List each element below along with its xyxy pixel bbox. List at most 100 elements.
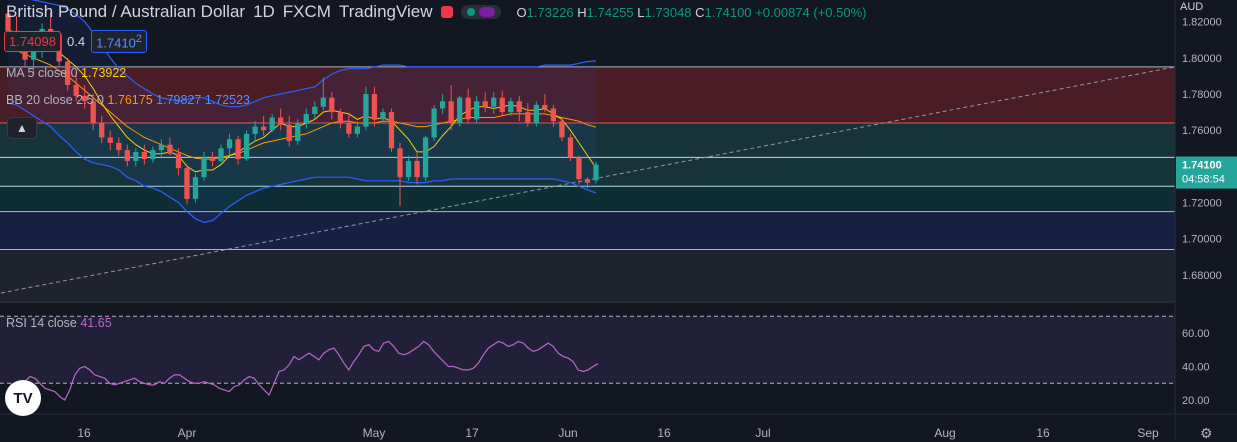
candle-body	[380, 112, 386, 120]
candle-body	[243, 133, 250, 160]
candle-body	[269, 117, 275, 131]
bollinger-area	[8, 0, 596, 223]
rsi-legend[interactable]: RSI 14 close 41.65	[6, 316, 112, 330]
candle-59	[508, 97, 514, 116]
rsi-tick-label: 20.00	[1182, 395, 1210, 407]
countdown-label: 04:58:54	[1182, 174, 1225, 186]
symbol-title[interactable]: British Pound / Australian Dollar	[6, 2, 246, 21]
candle-28	[243, 130, 250, 161]
ma-legend[interactable]: MA 5 close 0 1.73922	[6, 66, 127, 80]
rsi-tick-label: 60.00	[1182, 328, 1210, 340]
candle-body	[363, 94, 369, 127]
candle-body	[567, 137, 574, 158]
candle-body	[508, 101, 514, 113]
candle-55	[474, 95, 480, 123]
candle-body	[133, 151, 139, 161]
candle-45	[388, 108, 395, 152]
candle-body	[192, 177, 199, 199]
interval[interactable]: 1D	[253, 2, 275, 21]
moving-average	[7, 28, 597, 173]
chevron-up-icon: ▲	[16, 121, 28, 135]
zone-0	[0, 66, 1175, 123]
time-tick-label: Aug	[934, 426, 955, 440]
candle-44	[380, 108, 386, 123]
candle-body	[320, 97, 326, 107]
candle-body	[482, 101, 488, 107]
candle-body	[278, 117, 284, 125]
candle-38	[329, 92, 335, 120]
candle-64	[550, 104, 557, 127]
candle-body	[209, 157, 216, 161]
candle-20	[175, 148, 182, 176]
candle-34	[295, 119, 301, 145]
candle-14	[124, 144, 130, 167]
sell-button[interactable]: 1.74098	[4, 31, 61, 53]
candle-body	[499, 97, 505, 113]
candle-53	[457, 95, 463, 127]
candle-7	[65, 57, 71, 91]
candle-body	[150, 150, 156, 160]
candle-46	[397, 142, 403, 207]
zone-1	[0, 122, 1175, 158]
time-axis[interactable]: 16 Apr May 17 Jun 16 Jul Aug 16 Sep	[0, 413, 1237, 441]
candle-body	[218, 148, 224, 161]
candle-49	[422, 135, 429, 181]
candle-body	[584, 179, 591, 183]
time-tick-label: May	[363, 426, 386, 440]
buy-button[interactable]: 1.74102	[91, 30, 147, 54]
tradingview-logo-icon[interactable]: TV	[5, 380, 41, 416]
candle-17	[150, 146, 156, 163]
candle-32	[278, 108, 284, 131]
candle-body	[371, 94, 378, 120]
candle-body	[226, 139, 233, 149]
price-axis-background	[1175, 0, 1237, 441]
candle-58	[499, 90, 505, 116]
time-tick-label: Jun	[558, 426, 577, 440]
candle-body	[116, 142, 122, 151]
candle-68	[584, 177, 591, 189]
price-tick-label: 1.76000	[1182, 125, 1222, 137]
candle-30	[261, 115, 267, 136]
bb-legend[interactable]: BB 20 close 2.5 0 1.76175 1.79827 1.7252…	[6, 93, 250, 107]
price-tick-label: 1.72000	[1182, 198, 1222, 210]
candle-16	[141, 144, 147, 165]
candle-66	[567, 133, 574, 161]
currency-unit[interactable]: AUD	[1180, 1, 1204, 13]
candle-51	[439, 94, 446, 114]
candle-body	[184, 168, 190, 199]
candle-60	[516, 95, 522, 122]
gear-icon[interactable]: ⚙	[1200, 425, 1213, 441]
candle-body	[448, 101, 454, 123]
candle-body	[388, 112, 395, 149]
candle-body	[201, 157, 207, 178]
candle-body	[354, 126, 361, 134]
time-tick-label: Sep	[1137, 426, 1159, 440]
candle-69	[593, 161, 599, 184]
candle-body	[559, 121, 565, 138]
trade-row: 1.74098 0.4 1.74102	[4, 30, 147, 54]
time-axis-background	[0, 414, 1175, 441]
candle-body	[414, 160, 420, 178]
time-tick-label: 17	[465, 426, 479, 440]
price-tick-label: 1.78000	[1182, 89, 1222, 101]
candle-12	[107, 130, 113, 151]
candle-43	[371, 86, 378, 127]
rsi-pane	[0, 301, 1237, 414]
candle-9	[82, 84, 88, 109]
price-axis[interactable]: 1.820001.800001.780001.760001.740001.720…	[1174, 0, 1237, 441]
data-status-icon[interactable]	[460, 5, 501, 19]
time-tick-label: 16	[657, 426, 671, 440]
candle-body	[167, 144, 173, 154]
candle-body	[82, 95, 88, 102]
candle-33	[286, 115, 292, 147]
candle-65	[559, 117, 565, 142]
candle-body	[576, 157, 582, 180]
candle-42	[363, 86, 369, 131]
candle-27	[235, 135, 241, 165]
collapse-legend-button[interactable]: ▲	[7, 117, 37, 139]
bollinger-fill	[8, 0, 596, 223]
zone-4	[0, 211, 1175, 250]
rsi-line	[9, 340, 599, 401]
time-tick-label: Jul	[755, 426, 770, 440]
